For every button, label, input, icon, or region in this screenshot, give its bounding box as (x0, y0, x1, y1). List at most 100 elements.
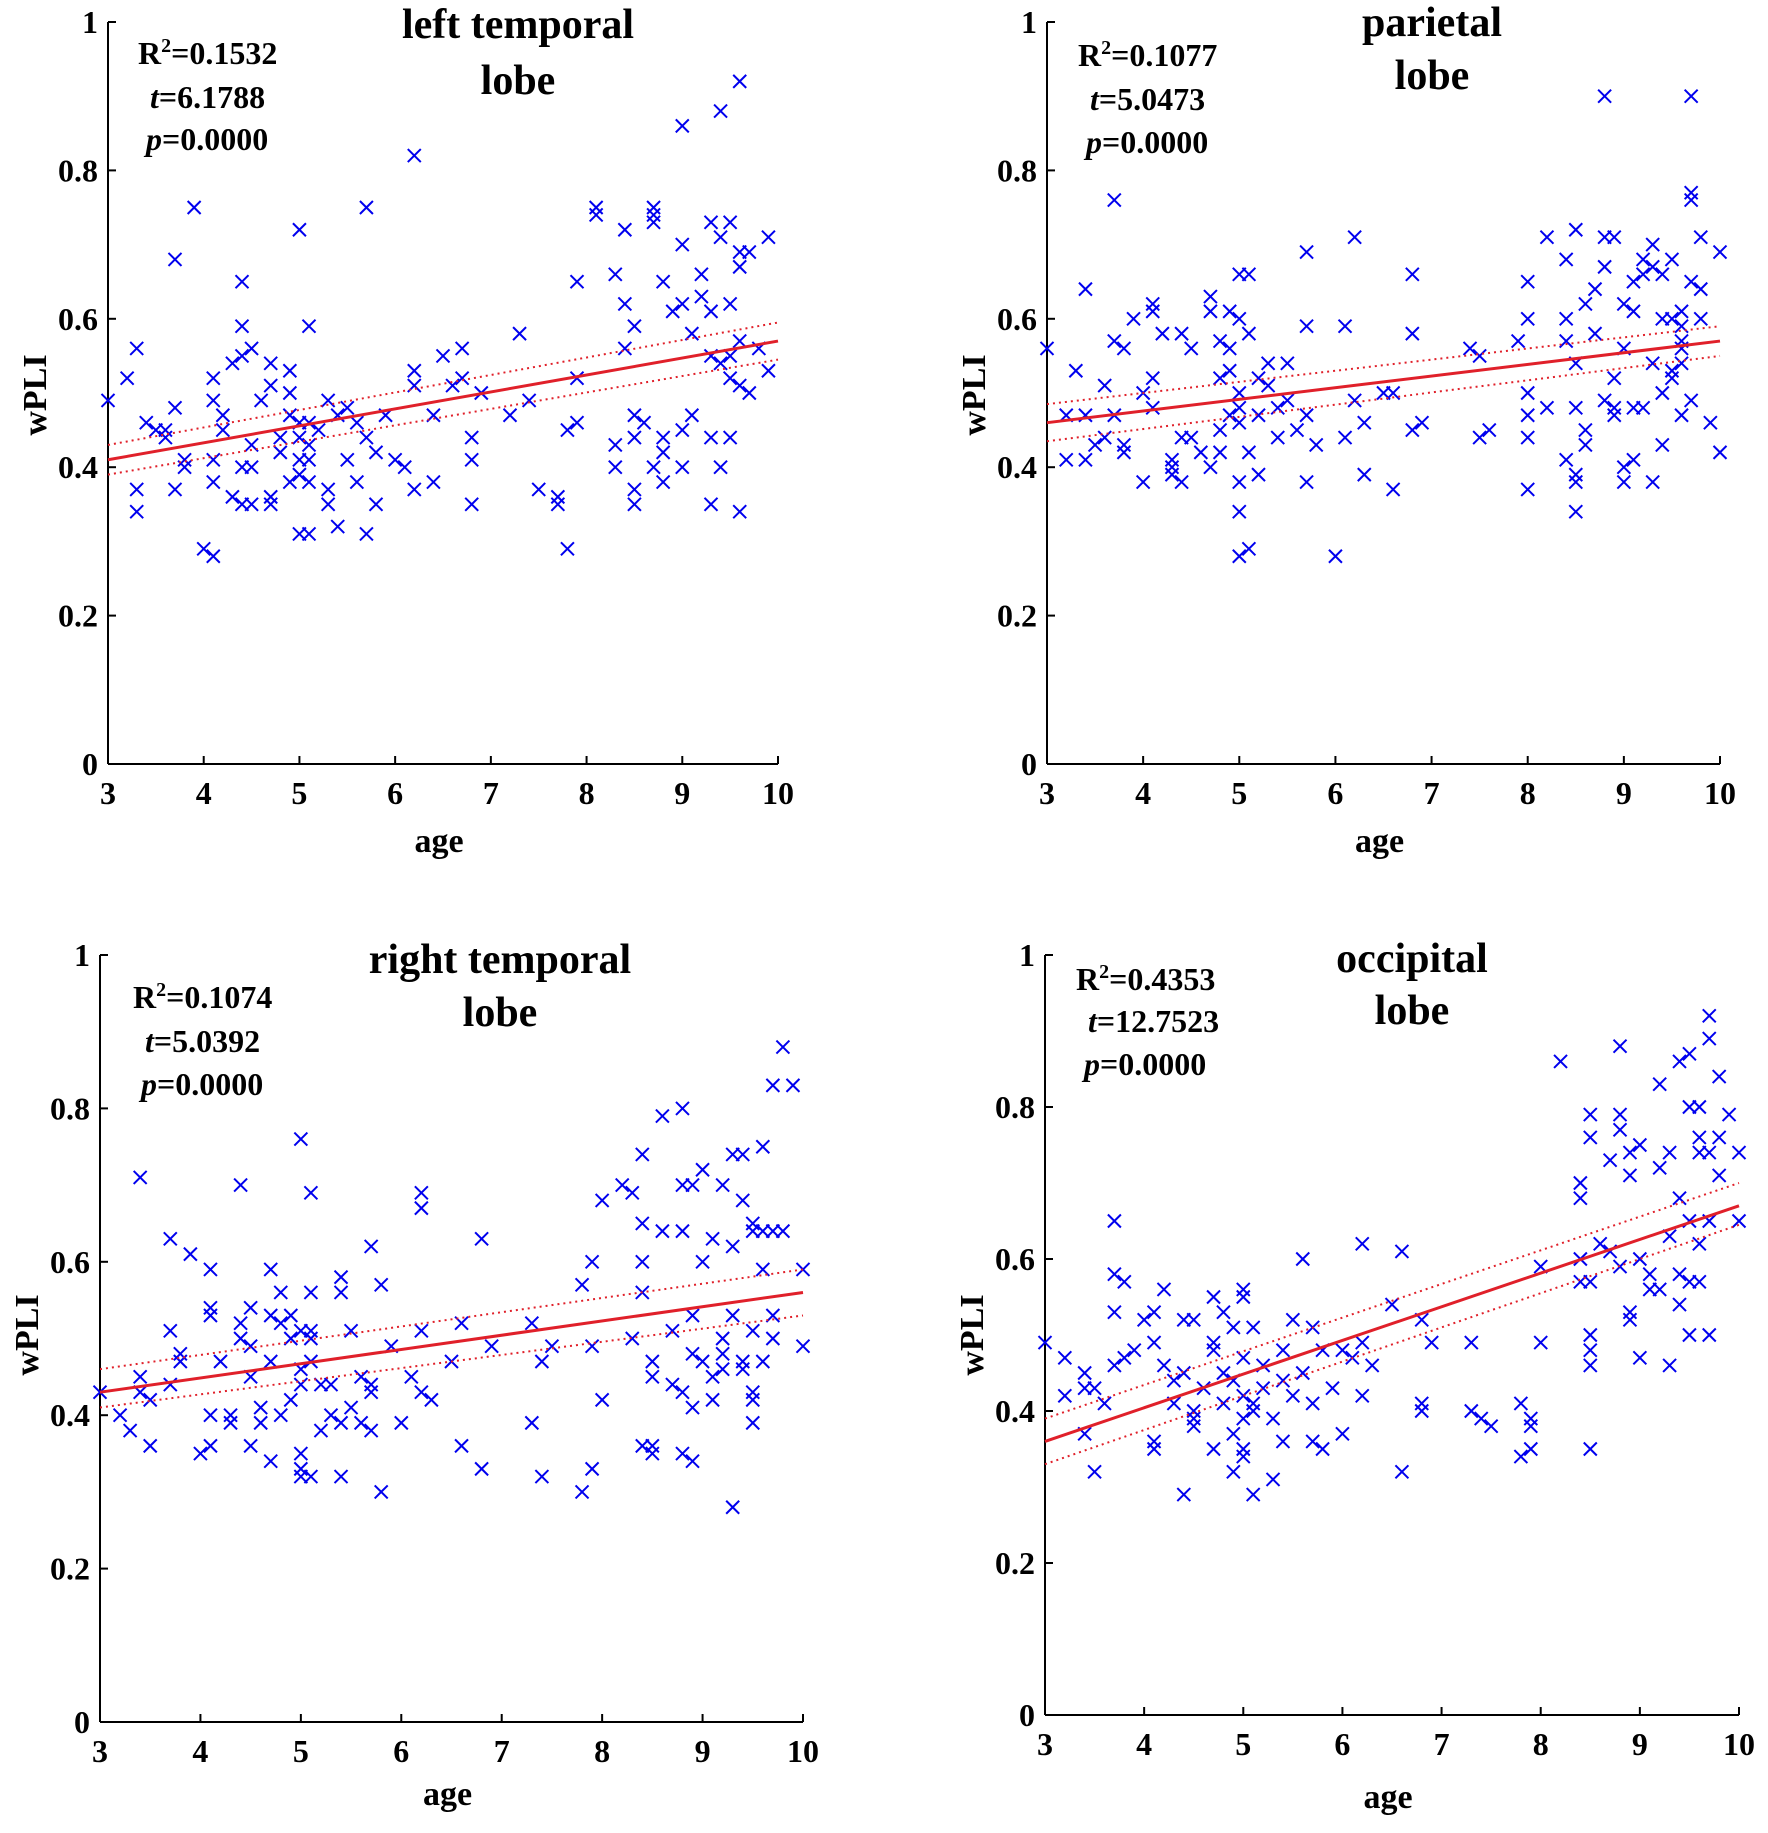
panel-title-line1: left temporal (402, 2, 634, 48)
data-point (1059, 452, 1074, 467)
p-stat: p=0.0000 (143, 121, 268, 157)
data-point (761, 229, 776, 245)
data-point (655, 1223, 670, 1239)
x-tick-label: 6 (1327, 775, 1343, 811)
data-point (635, 1147, 650, 1162)
data-point (1260, 356, 1276, 371)
data-point (1682, 1046, 1697, 1062)
data-point (1245, 1487, 1261, 1502)
data-point (1289, 422, 1305, 438)
data-point (129, 482, 144, 497)
data-point (646, 215, 661, 230)
data-point (755, 1354, 771, 1369)
data-point (544, 1338, 560, 1354)
r-squared-stat: R2=0.4353 (1076, 961, 1215, 997)
data-point (1174, 326, 1189, 341)
data-point (645, 1446, 660, 1461)
data-point (333, 1285, 349, 1300)
data-point (732, 333, 747, 349)
data-point (1612, 1107, 1628, 1122)
x-tick-label: 9 (695, 1733, 711, 1769)
data-point (1176, 1365, 1192, 1381)
data-point (1405, 326, 1420, 341)
data-point (1186, 1411, 1201, 1426)
data-point (1068, 363, 1084, 378)
data-point (703, 215, 719, 230)
data-point (301, 452, 317, 467)
data-point (373, 1277, 389, 1293)
data-point (1652, 1076, 1667, 1092)
panel-title-line1: parietal (1362, 0, 1502, 46)
panel-4: 0 0.2 0.4 0.6 0.8 1 3 4 5 6 7 8 9 10 age wPLI occipital l… (954, 936, 1755, 1816)
data-point (173, 1346, 188, 1362)
data-point (1226, 1426, 1241, 1442)
data-point (1232, 504, 1247, 519)
data-point (625, 1185, 640, 1200)
y-tick-label: 0.6 (58, 301, 98, 337)
ci-upper-line (99, 1268, 804, 1371)
data-point (1222, 408, 1237, 423)
data-point (1176, 1487, 1192, 1502)
data-point (263, 1354, 278, 1369)
data-point (303, 1331, 319, 1346)
data-point (1655, 437, 1670, 453)
data-point (1328, 549, 1343, 564)
data-point (1414, 1396, 1429, 1411)
data-point (627, 482, 642, 497)
data-point (1251, 408, 1266, 423)
data-point (186, 200, 202, 215)
data-point (1523, 1411, 1539, 1426)
data-point (320, 497, 336, 512)
data-point (1645, 474, 1660, 490)
data-point (253, 393, 269, 408)
data-point (263, 1308, 278, 1323)
ci-upper-line (1046, 325, 1721, 406)
data-point (1203, 304, 1218, 319)
data-point (1645, 356, 1660, 371)
data-point (1097, 430, 1112, 445)
data-point (343, 1400, 359, 1415)
data-point (1405, 422, 1420, 438)
data-point (1622, 1145, 1638, 1160)
data-point (1107, 1304, 1122, 1320)
y-tick-label: 0.2 (58, 598, 98, 634)
data-point (608, 459, 623, 475)
data-point (215, 422, 231, 438)
data-point (1355, 1236, 1370, 1252)
data-point (685, 1177, 700, 1193)
data-point (695, 1254, 710, 1270)
data-point (1057, 1388, 1073, 1404)
data-point (1156, 1358, 1172, 1373)
data-point (1135, 474, 1151, 490)
data-point (244, 459, 259, 475)
data-point (722, 430, 738, 445)
data-point (363, 1239, 379, 1254)
data-point (464, 430, 479, 445)
data-point (550, 497, 566, 512)
y-tick-label: 1 (1019, 937, 1035, 973)
data-point (725, 1500, 740, 1515)
data-point (292, 222, 307, 237)
data-point (1583, 1342, 1598, 1358)
data-point (1236, 1449, 1251, 1464)
data-point (407, 482, 422, 497)
data-point (263, 489, 278, 505)
data-point (627, 319, 642, 334)
data-point (203, 1407, 218, 1423)
data-point (1622, 1304, 1638, 1320)
data-point (1280, 356, 1295, 371)
data-point (394, 1415, 409, 1431)
data-point (1164, 467, 1180, 482)
x-tick-label: 9 (1632, 1726, 1648, 1762)
data-point (414, 1185, 429, 1200)
data-point (617, 296, 633, 312)
data-point (1355, 1335, 1370, 1350)
data-point (1655, 267, 1670, 282)
data-point (1520, 430, 1535, 445)
data-point (112, 1407, 128, 1423)
data-point (1539, 229, 1555, 245)
y-tick-label: 0 (74, 1704, 90, 1740)
data-point (1305, 1396, 1320, 1411)
data-point (359, 430, 374, 445)
y-axis-title: wPLI (954, 1294, 991, 1375)
